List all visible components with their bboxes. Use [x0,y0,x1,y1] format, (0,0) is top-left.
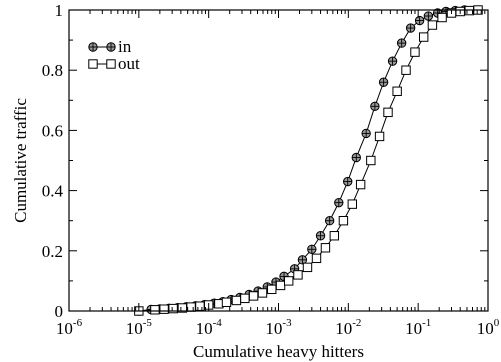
plot-area [134,5,488,316]
data-point-out [168,303,178,314]
legend-item-out: out [88,54,140,73]
data-point-out [150,305,160,315]
data-point-out [275,280,286,291]
data-point-out [240,293,250,304]
data-point-in [414,15,425,26]
data-point-out [267,284,277,295]
data-point-out [302,262,313,273]
data-point-in [351,152,361,163]
x-axis: 10-6 10-5 10-4 10-3 10-2 10-1 100 [56,10,500,338]
series-line-in [138,9,488,312]
data-point-in [307,244,317,254]
x-axis-label: Cumulative heavy hitters [193,342,364,361]
data-point-in [378,77,389,87]
data-point-in [387,56,398,66]
data-point-out [293,270,303,280]
x-tick-label: 10-4 [196,317,223,338]
data-point-in [343,176,353,187]
data-point-out [374,131,385,142]
legend-label: in [118,37,132,56]
data-point-out [248,291,259,301]
data-point-in [297,255,308,265]
data-point-out [195,301,205,311]
y-tick-label: 0.6 [42,121,63,140]
data-point-out [418,32,429,42]
y-axis-label: Cumulative traffic [11,98,30,223]
data-point-in [334,197,344,208]
legend-marker-start [88,59,98,69]
legend-label: out [118,54,140,73]
x-tick-label: 10-3 [265,317,292,338]
x-tick-label: 10-5 [126,317,153,338]
y-axis: 0 0.2 0.4 0.6 0.8 1 [42,1,488,321]
y-tick-label: 0.4 [42,182,64,201]
data-point-in [405,23,416,33]
legend-item-in: in [88,37,132,56]
y-tick-label: 0 [55,302,64,321]
data-point-in [361,128,371,139]
data-point-out [355,179,366,190]
data-point-in [423,11,434,21]
legend-marker-start [88,42,98,52]
data-point-out [311,253,322,264]
x-tick-label: 100 [477,317,500,338]
series-line-out [138,9,488,312]
y-tick-label: 1 [55,1,64,20]
data-point-out [401,65,411,75]
legend-marker-end [106,42,116,52]
series-out [134,5,488,316]
data-point-in [324,216,335,226]
data-point-out [437,12,447,23]
x-tick-label: 10-1 [405,317,431,338]
data-point-out [221,297,232,307]
data-point-out [392,86,402,96]
data-point-out [410,47,420,57]
data-point-out [159,304,169,314]
y-tick-label: 0.2 [42,242,63,261]
data-point-out [338,216,349,226]
data-point-out [329,231,340,241]
data-point-out [347,199,358,209]
legend-marker-end [106,59,116,69]
data-point-out [257,288,268,298]
data-point-out [427,20,438,30]
x-tick-label: 10-6 [56,317,83,338]
data-point-out [284,276,294,286]
data-point-in [370,101,380,112]
x-tick-label: 10-2 [335,317,361,338]
data-point-in [315,231,326,241]
data-point-out [366,155,376,166]
data-point-out [231,295,242,306]
data-point-out [383,107,393,118]
y-tick-label: 0.8 [42,61,63,80]
data-point-out [320,243,331,253]
data-point-in [396,38,407,48]
